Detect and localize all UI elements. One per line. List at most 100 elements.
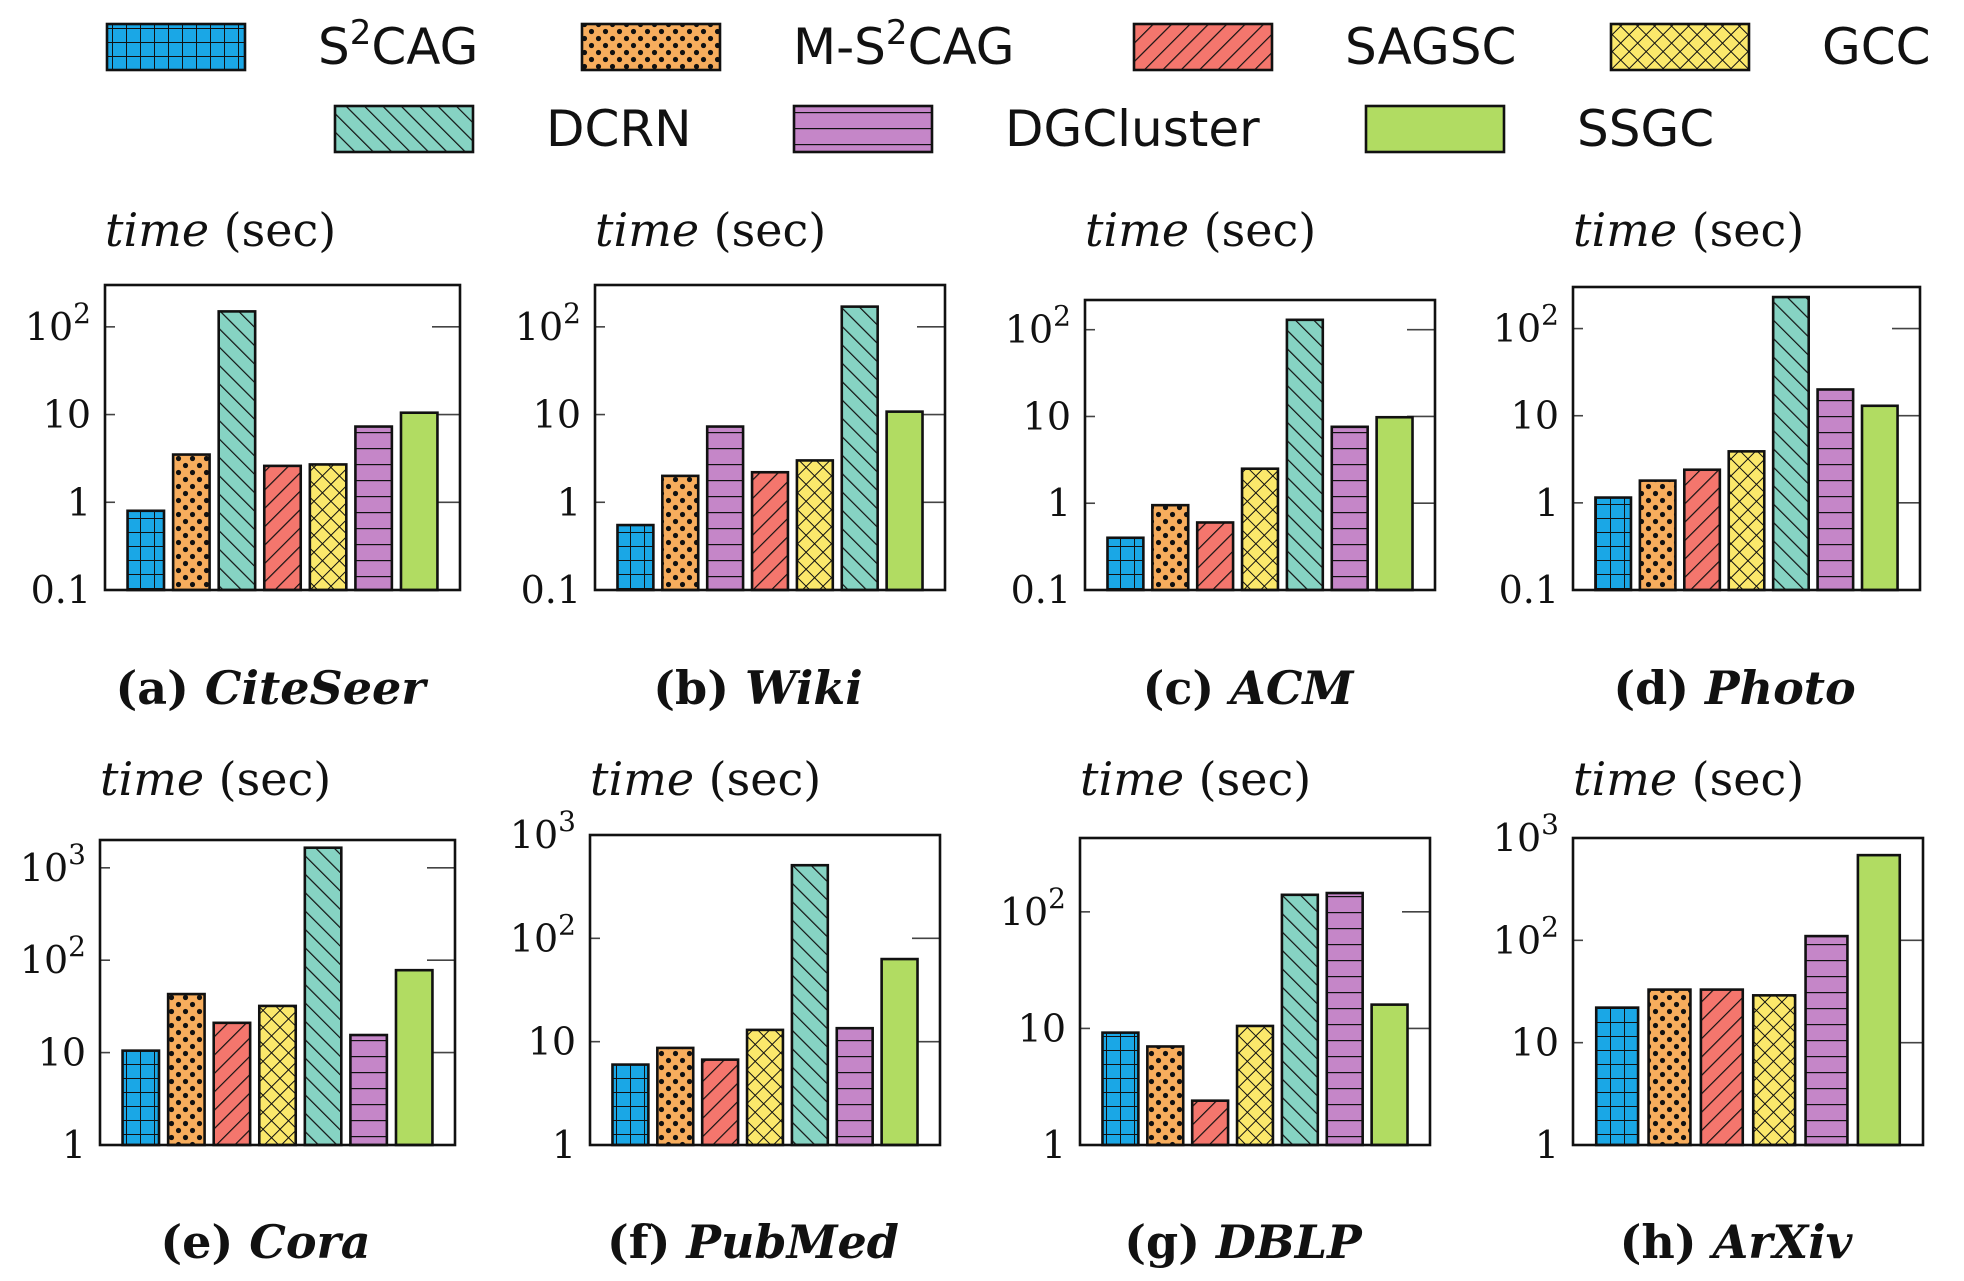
legend-label: SSGC — [1577, 100, 1714, 158]
legend-label: DCRN — [546, 100, 692, 158]
bar-m-s2cag — [166, 992, 206, 1147]
legend-item-m-s2cag: M-S2CAG — [580, 13, 1015, 76]
chart-caption: (d) Photo — [1613, 661, 1855, 715]
bar-sagsc — [750, 470, 790, 592]
bar-sagsc — [1190, 1099, 1230, 1147]
bar-ssgc — [1370, 1003, 1409, 1147]
y-tick-label: 1 — [1535, 481, 1559, 525]
y-tick-label: 1 — [1042, 1123, 1066, 1167]
bar-ssgc — [1856, 853, 1902, 1147]
chart-photo: time (sec) 0.1 1 10 102 (d) Photo — [1493, 203, 1922, 715]
bar-s2cag — [126, 509, 166, 592]
bar-dgcluster — [1816, 388, 1855, 592]
bar-ssgc — [394, 968, 434, 1147]
bar-sagsc — [1195, 521, 1235, 592]
y-tick-label: 0.1 — [31, 568, 91, 612]
y-tick-label: 10 — [528, 1020, 576, 1064]
chart-caption: (g) DBLP — [1124, 1215, 1363, 1269]
chart-dblp: time (sec) 1 10 102 (g) DBLP — [1000, 752, 1432, 1269]
bar-dgcluster — [835, 1026, 874, 1147]
legend-item-sagsc: SAGSC — [1132, 18, 1516, 76]
bar-dcrn — [1280, 893, 1320, 1147]
chart-cora: time (sec) 1 10 102 103 (e) Cora — [20, 752, 457, 1269]
bar-s2cag — [1101, 1031, 1140, 1147]
bar-sagsc — [262, 464, 303, 592]
y-tick-label: 1 — [62, 1123, 86, 1167]
y-tick-label: 0.1 — [1499, 568, 1559, 612]
chart-caption: (h) ArXiv — [1620, 1215, 1854, 1269]
y-tick-label: 102 — [1000, 882, 1066, 934]
plot-frame — [1571, 836, 1925, 1147]
y-tick-label: 102 — [1493, 910, 1559, 962]
legend-swatch-s2cag — [105, 22, 247, 72]
y-axis-title: time (sec) — [595, 203, 826, 257]
bar-dcrn — [217, 310, 257, 592]
plot-frame — [1083, 298, 1437, 592]
y-axis-title: time (sec) — [100, 752, 331, 806]
y-tick-label: 102 — [1493, 299, 1559, 351]
bar-sagsc — [1699, 988, 1745, 1147]
y-tick-label: 102 — [25, 297, 91, 349]
legend-item-ssgc: SSGC — [1364, 100, 1714, 158]
bar-dgcluster — [349, 1033, 389, 1147]
y-axis-title: time (sec) — [590, 752, 821, 806]
chart-caption: (a) CiteSeer — [116, 661, 430, 715]
legend-item-dgcluster: DGCluster — [792, 100, 1260, 158]
plot-frame — [98, 838, 457, 1147]
charts-grid: time (sec) 0.1 1 10 102 (a) CiteSeer time (sec… — [20, 203, 1925, 1269]
bar-s2cag — [1594, 1006, 1640, 1147]
chart-wiki: time (sec) 0.1 1 10 102 (b) Wiki — [515, 203, 947, 715]
bar-dgcluster — [705, 425, 745, 592]
y-tick-label: 1 — [67, 480, 91, 524]
legend: S2CAG M-S2CAG SAGSC GCC DCRN DGCluster SSGC — [105, 13, 1931, 158]
y-axis-title: time (sec) — [1573, 203, 1804, 257]
bar-sagsc — [212, 1021, 252, 1147]
y-tick-label: 102 — [1005, 300, 1071, 352]
bar-m-s2cag — [656, 1046, 695, 1147]
plot-frame — [1078, 836, 1432, 1147]
y-tick-label: 10 — [1023, 394, 1071, 438]
y-axis-title: time (sec) — [1080, 752, 1311, 806]
legend-item-dcrn: DCRN — [333, 100, 692, 158]
bar-dcrn — [840, 305, 879, 592]
bar-sagsc — [700, 1058, 740, 1147]
bar-s2cag — [611, 1063, 650, 1147]
legend-swatch-gcc — [1609, 22, 1751, 72]
bar-ssgc — [880, 957, 919, 1147]
y-tick-label: 10 — [1511, 1021, 1559, 1065]
bar-s2cag — [1594, 496, 1633, 592]
y-axis-title: time (sec) — [1573, 752, 1804, 806]
bar-gcc — [1751, 994, 1797, 1147]
bar-dgcluster — [1804, 934, 1849, 1147]
legend-label: GCC — [1822, 18, 1931, 76]
chart-caption: (e) Cora — [160, 1215, 370, 1269]
chart-pubmed: time (sec) 1 10 102 103 (f) PubMed — [510, 752, 942, 1269]
y-tick-label: 103 — [20, 838, 86, 890]
y-tick-label: 0.1 — [1011, 568, 1071, 612]
bar-m-s2cag — [1638, 479, 1677, 592]
bar-dcrn — [1771, 295, 1810, 592]
y-tick-label: 10 — [1511, 394, 1559, 438]
chart-caption: (c) ACM — [1143, 661, 1356, 715]
bar-gcc — [1235, 1024, 1275, 1147]
y-tick-label: 103 — [1493, 808, 1559, 860]
legend-swatch-sagsc — [1132, 22, 1274, 72]
y-tick-label: 102 — [20, 930, 86, 982]
bar-s2cag — [121, 1049, 161, 1147]
legend-swatch-ssgc — [1364, 104, 1506, 154]
legend-item-s2cag: S2CAG — [105, 13, 478, 76]
bar-dcrn — [303, 846, 343, 1147]
chart-acm: time (sec) 0.1 1 10 102 (c) ACM — [1005, 203, 1437, 715]
bar-sagsc — [1683, 468, 1722, 592]
legend-swatch-dcrn — [333, 104, 475, 154]
bar-gcc — [308, 463, 348, 592]
bar-m-s2cag — [171, 453, 211, 592]
bar-m-s2cag — [661, 474, 700, 592]
legend-label: S2CAG — [318, 13, 478, 76]
y-tick-label: 1 — [1047, 481, 1071, 525]
y-axis-title: time (sec) — [105, 203, 336, 257]
bar-dgcluster — [1330, 425, 1369, 592]
bar-gcc — [745, 1028, 785, 1147]
plot-frame — [588, 833, 942, 1147]
